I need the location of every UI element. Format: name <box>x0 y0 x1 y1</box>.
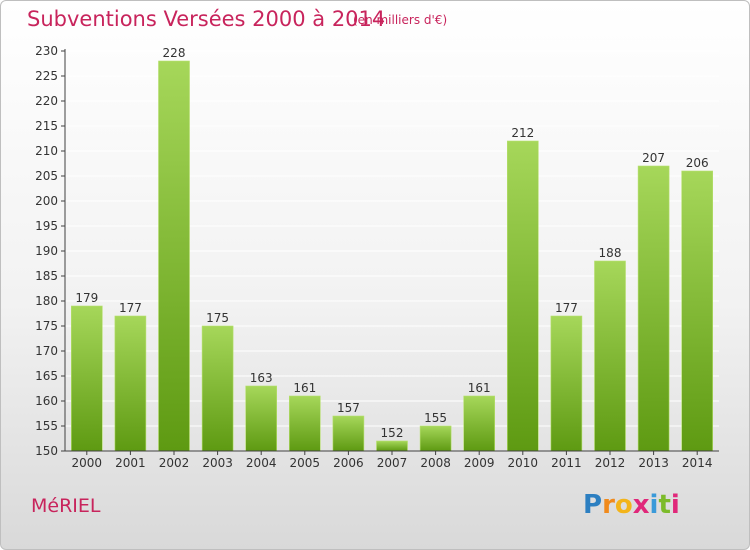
data-label: 155 <box>424 411 447 425</box>
data-label: 207 <box>642 151 665 165</box>
x-tick-label: 2001 <box>115 456 146 470</box>
x-tick-label: 2012 <box>595 456 626 470</box>
y-tick-label: 225 <box>35 69 58 83</box>
y-tick-label: 215 <box>35 119 58 133</box>
y-tick-label: 160 <box>35 394 58 408</box>
y-tick-label: 190 <box>35 244 58 258</box>
bar-2003 <box>201 325 234 452</box>
x-tick-label: 2000 <box>72 456 103 470</box>
data-label: 157 <box>337 401 360 415</box>
y-tick-label: 195 <box>35 219 58 233</box>
logo-letter: P <box>583 490 603 520</box>
proxiti-logo: Proxiti <box>583 490 680 520</box>
y-tick-label: 165 <box>35 369 58 383</box>
y-tick-label: 170 <box>35 344 58 358</box>
y-tick-label: 175 <box>35 319 58 333</box>
logo-letter: o <box>614 490 633 520</box>
bar-2007 <box>376 440 408 452</box>
data-label: 212 <box>511 126 534 140</box>
x-tick-label: 2010 <box>508 456 539 470</box>
x-tick-label: 2007 <box>377 456 408 470</box>
bar-2009 <box>463 395 496 452</box>
bar-2004 <box>245 385 277 452</box>
labels: 150 155 160 165 170 175 180 185 190 195 200 205 210 2… <box>35 44 712 470</box>
bar-2010 <box>506 140 539 452</box>
axes <box>61 49 719 455</box>
chart-subtitle: (en milliers d'€) <box>353 13 448 27</box>
bar-2000 <box>71 305 103 452</box>
logo-letter: i <box>649 490 659 520</box>
bar-2001 <box>114 315 147 452</box>
y-tick-label: 155 <box>35 419 58 433</box>
logo-letter: x <box>632 490 650 520</box>
logo-letter: r <box>602 490 615 520</box>
y-tick-label: 180 <box>35 294 58 308</box>
x-tick-label: 2005 <box>290 456 321 470</box>
data-label: 188 <box>599 246 622 260</box>
bar-2013 <box>637 165 670 452</box>
x-tick-label: 2004 <box>246 456 277 470</box>
x-tick-label: 2011 <box>551 456 582 470</box>
bar-2012 <box>594 260 626 452</box>
data-label: 177 <box>555 301 578 315</box>
y-tick-label: 200 <box>35 194 58 208</box>
x-tick-label: 2013 <box>638 456 669 470</box>
y-tick-label: 210 <box>35 144 58 158</box>
bar-2002 <box>158 60 190 452</box>
bar-2006 <box>332 415 365 452</box>
bar-2011 <box>550 315 583 452</box>
bar-2008 <box>419 425 452 452</box>
bar-2005 <box>288 395 321 452</box>
commune-name: MéRIEL <box>31 495 101 517</box>
data-label: 177 <box>119 301 142 315</box>
logo-letter: t <box>658 490 671 520</box>
y-tick-label: 150 <box>35 444 58 458</box>
x-tick-label: 2008 <box>420 456 451 470</box>
bars <box>71 60 714 452</box>
data-label: 161 <box>293 381 316 395</box>
logo-letter: i <box>670 490 680 520</box>
bar-2014 <box>681 170 714 452</box>
x-tick-label: 2002 <box>159 456 190 470</box>
x-tick-label: 2006 <box>333 456 364 470</box>
data-label: 175 <box>206 311 229 325</box>
y-tick-label: 230 <box>35 44 58 58</box>
chart-title: Subventions Versées 2000 à 2014 <box>27 7 386 31</box>
x-tick-label: 2014 <box>682 456 713 470</box>
y-tick-label: 185 <box>35 269 58 283</box>
x-tick-label: 2003 <box>202 456 233 470</box>
data-label: 152 <box>381 426 404 440</box>
data-label: 179 <box>75 291 98 305</box>
data-label: 206 <box>686 156 709 170</box>
x-tick-label: 2009 <box>464 456 495 470</box>
y-tick-label: 205 <box>35 169 58 183</box>
data-label: 161 <box>468 381 491 395</box>
data-label: 228 <box>163 46 186 60</box>
y-tick-label: 220 <box>35 94 58 108</box>
data-label: 163 <box>250 371 273 385</box>
